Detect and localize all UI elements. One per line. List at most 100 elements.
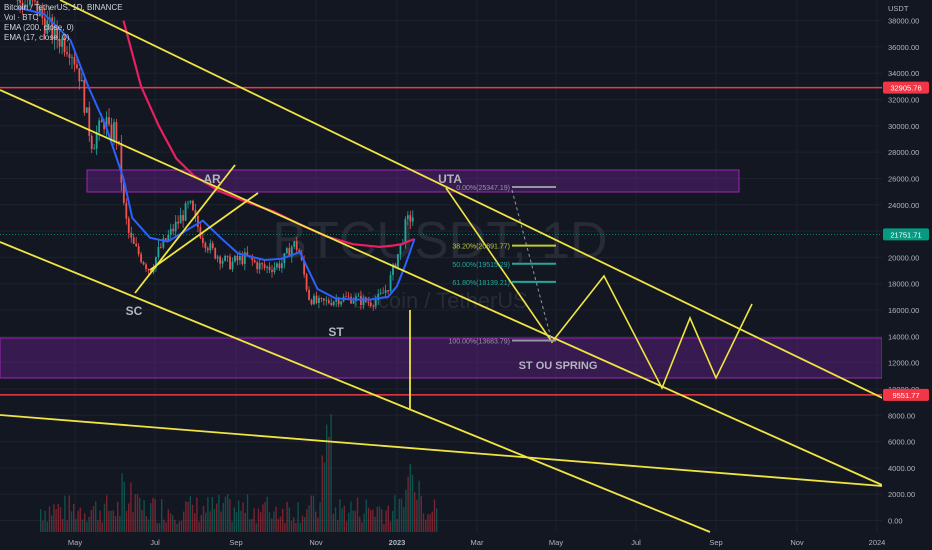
volume-bar xyxy=(385,510,387,532)
candle-body xyxy=(320,297,323,299)
candle-body xyxy=(372,305,375,307)
candle-body xyxy=(61,38,63,47)
volume-bar xyxy=(416,499,418,532)
volume-bar xyxy=(290,520,293,532)
candle-body xyxy=(226,255,229,257)
candle-body xyxy=(305,274,308,290)
y-tick-label: 18000.00 xyxy=(888,280,919,289)
volume-bar xyxy=(51,515,53,532)
time-axis[interactable]: May Jul Sep Nov 2023 Mar May Jul Sep Nov 2024 xyxy=(68,538,885,547)
range-zones xyxy=(0,169,883,379)
volume-bar xyxy=(189,496,191,532)
annotation-label: AR xyxy=(203,172,221,186)
y-tick-label: 6000.00 xyxy=(888,438,915,447)
candle-body xyxy=(145,264,147,270)
candle-body xyxy=(135,243,138,247)
candle-body xyxy=(327,300,330,304)
candle-body xyxy=(88,107,91,136)
volume-bar xyxy=(339,499,341,532)
volume-bar xyxy=(185,501,187,532)
volume-bar xyxy=(425,519,427,532)
volume-bar xyxy=(436,508,438,532)
volume-bar xyxy=(365,499,367,532)
annotation-label: ST OU SPRING xyxy=(519,360,598,372)
volume-bar xyxy=(262,504,264,532)
candle-body xyxy=(239,256,241,261)
volume-bar xyxy=(161,499,163,532)
x-tick-label: Nov xyxy=(309,538,323,547)
volume-bar xyxy=(222,502,224,532)
volume-bar xyxy=(299,523,301,532)
candle-body xyxy=(80,79,83,82)
fib-diagonal xyxy=(511,189,553,343)
volume-bar xyxy=(114,516,117,532)
volume-bar xyxy=(46,521,48,532)
volume-bar xyxy=(341,508,343,532)
volume-bar xyxy=(191,504,194,532)
volume-bar xyxy=(180,520,183,532)
symbol-title[interactable]: Bitcoin / TetherUS, 1D, BINANCE xyxy=(4,3,123,12)
candle-body xyxy=(132,237,135,244)
candle-body xyxy=(221,260,224,264)
annotation-label: UTA xyxy=(438,172,462,186)
volume-bar xyxy=(233,507,235,532)
volume-bar xyxy=(398,498,400,532)
volume-bar xyxy=(229,499,231,532)
candle-body xyxy=(120,142,123,183)
volume-bar xyxy=(407,476,409,532)
y-tick-label: 14000.00 xyxy=(888,332,919,341)
volume-bar xyxy=(400,498,403,532)
fib-level-label: 0.00%(25347.19) xyxy=(456,185,510,192)
volume-bar xyxy=(42,520,44,532)
candle-body xyxy=(224,255,226,261)
indicator-volume[interactable]: Vol · BTC xyxy=(4,13,39,22)
candle-body xyxy=(140,254,143,263)
candle-body xyxy=(73,57,76,65)
candle-body xyxy=(159,247,162,248)
candle-body xyxy=(211,243,214,249)
candle-body xyxy=(216,256,219,259)
y-tick-label: 2000.00 xyxy=(888,490,915,499)
candle-body xyxy=(137,246,140,255)
candle-body xyxy=(56,25,59,39)
candle-body xyxy=(332,301,335,306)
candle-body xyxy=(21,2,24,10)
candle-body xyxy=(199,227,202,238)
candle-body xyxy=(219,256,222,264)
x-tick-label: Nov xyxy=(790,538,804,547)
candle-body xyxy=(174,221,177,232)
candle-body xyxy=(406,215,409,220)
candle-body xyxy=(397,254,399,268)
volume-bar xyxy=(271,518,273,532)
volume-bar xyxy=(158,523,161,532)
volume-bar xyxy=(275,506,277,532)
volume-bar xyxy=(418,480,420,532)
volume-bar xyxy=(431,511,433,532)
price-tag-label: 9551.77 xyxy=(892,391,919,400)
volume-bar xyxy=(150,503,152,532)
candle-body xyxy=(83,79,86,113)
volume-bar xyxy=(167,509,169,532)
ema-lines xyxy=(17,6,416,301)
fib-retracement: 0.00%(25347.19) 38.20%(20891.77) 50.00%(19… xyxy=(449,185,556,345)
candle-body xyxy=(313,295,315,305)
volume-bar xyxy=(194,513,196,532)
candle-body xyxy=(362,297,365,305)
volume-bar xyxy=(202,505,205,532)
volume-bar xyxy=(317,517,319,532)
volume-bar xyxy=(53,504,55,532)
candle-body xyxy=(117,141,120,143)
indicator-ema-17[interactable]: EMA (17, close, 0) xyxy=(4,33,70,42)
candle-body xyxy=(266,266,268,268)
candle-body xyxy=(337,299,340,305)
volume-bar xyxy=(389,521,392,532)
volume-bar xyxy=(403,506,405,532)
indicator-ema-200[interactable]: EMA (200, close, 0) xyxy=(4,23,74,32)
volume-bar xyxy=(409,464,411,532)
volume-bar xyxy=(286,501,288,532)
candle-body xyxy=(392,264,394,275)
volume-bar xyxy=(387,505,389,532)
candle-body xyxy=(236,256,239,261)
candle-body xyxy=(19,0,22,3)
